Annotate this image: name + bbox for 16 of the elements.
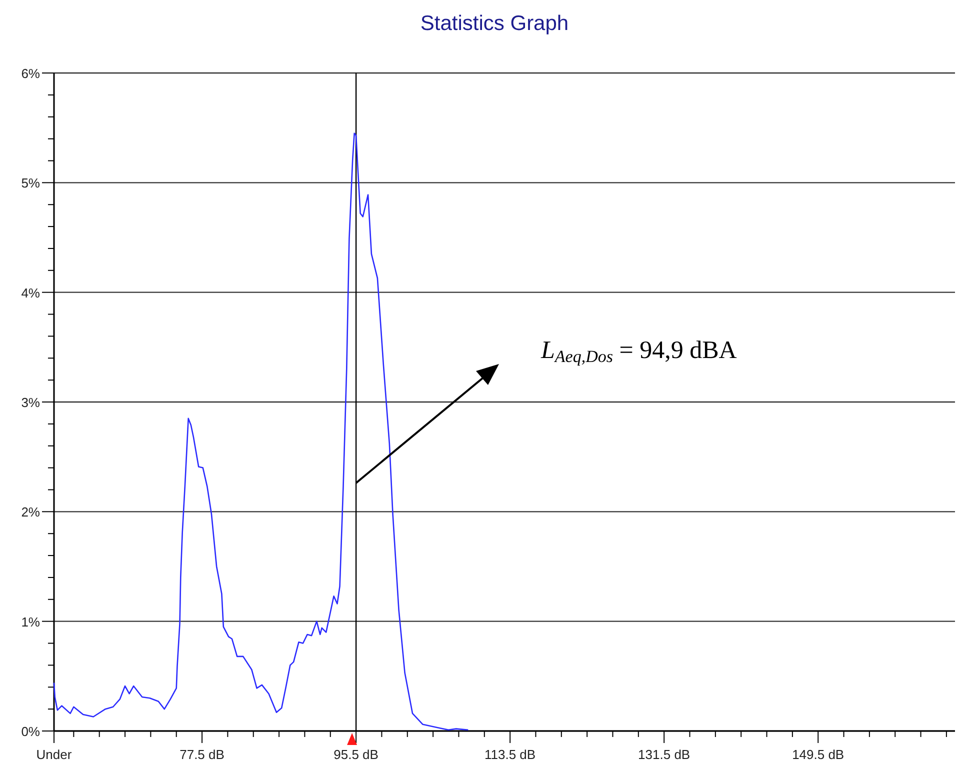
- x-tick-label: Under: [36, 747, 72, 762]
- y-tick-label: 4%: [21, 285, 40, 300]
- line-series: [53, 132, 469, 731]
- annotation: L$_{Aeq,Dos}$ = 94,9 dBA: [540, 337, 737, 366]
- y-tick-label: 6%: [21, 66, 40, 81]
- x-tick-label: 113.5 dB: [484, 747, 536, 762]
- y-tick-label: 3%: [21, 395, 40, 410]
- y-tick-label: 5%: [21, 176, 40, 191]
- y-tick-label: 2%: [21, 504, 40, 520]
- chart-title: Statistics Graph: [420, 12, 569, 35]
- y-tick-label: 1%: [21, 614, 40, 630]
- x-tick-label: 77.5 dB: [180, 747, 224, 762]
- x-tick-label: 131.5 dB: [638, 747, 690, 762]
- x-tick-label: 149.5 dB: [792, 747, 844, 762]
- y-tick-label: 0%: [21, 724, 40, 739]
- x-tick-label: 95.5 dB: [334, 747, 378, 762]
